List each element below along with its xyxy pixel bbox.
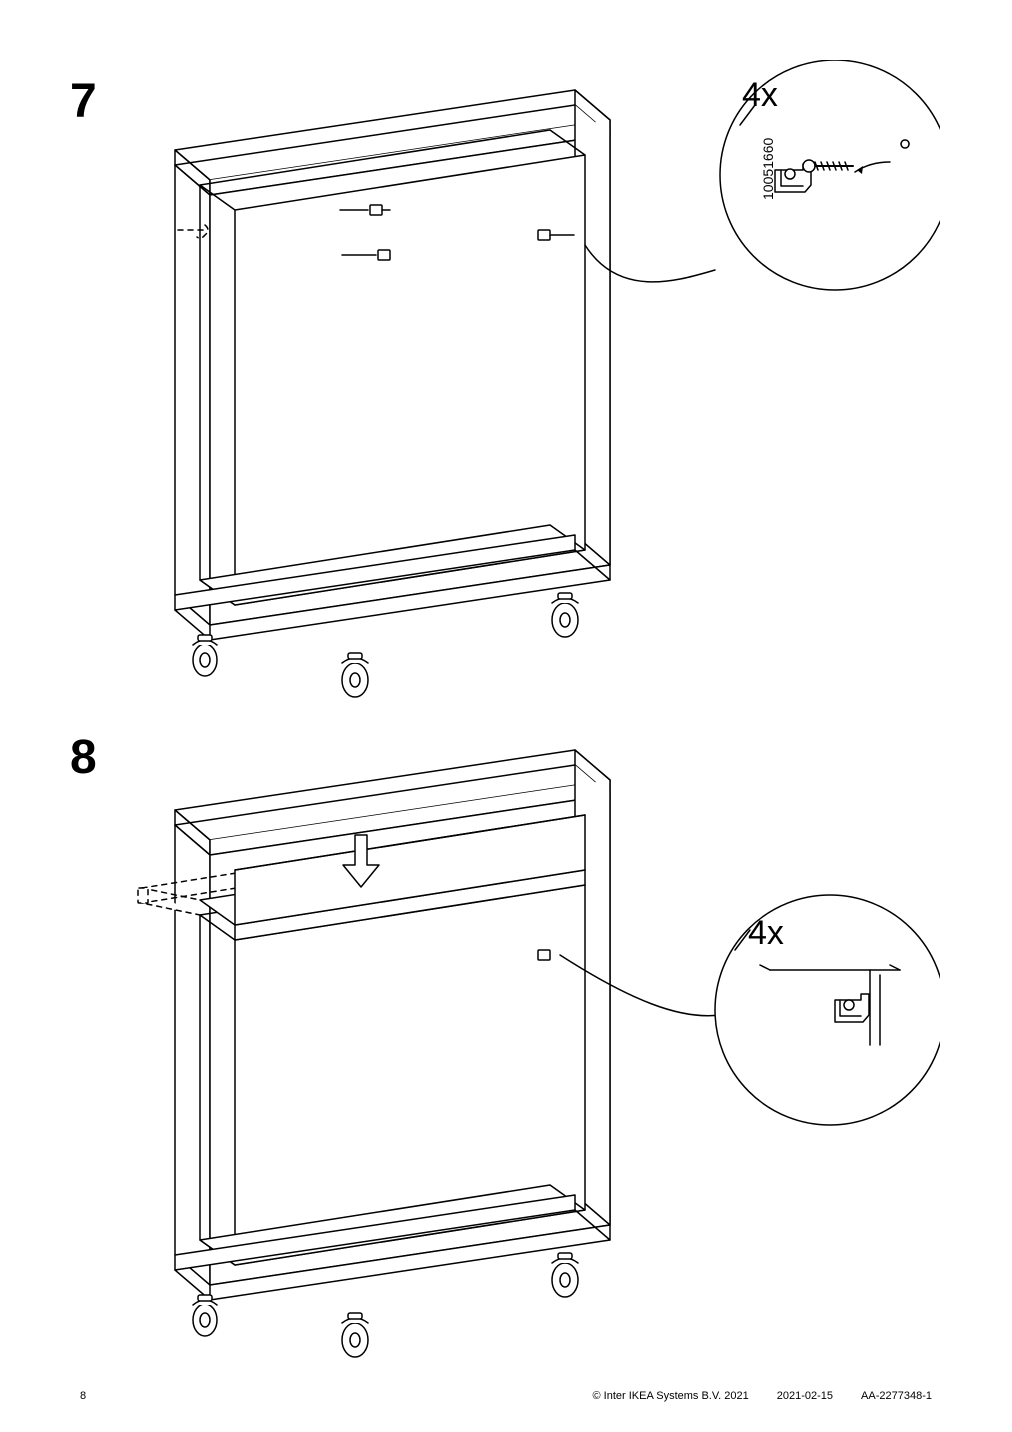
caster-right-icon	[552, 593, 578, 637]
page-number: 8	[80, 1390, 86, 1402]
footer-doc-id: AA-2277348-1	[861, 1390, 932, 1402]
step-7-qty-label: 4x	[742, 76, 778, 115]
step-7-diagram	[120, 60, 940, 700]
caster-front-left-icon	[193, 635, 217, 676]
step-8-qty-label: 4x	[748, 914, 784, 953]
page-footer: 8 © Inter IKEA Systems B.V. 2021 2021-02…	[80, 1390, 932, 1402]
step-7-part-number: 10051660	[760, 138, 776, 200]
step-7-number: 7	[70, 78, 97, 126]
footer-copyright: © Inter IKEA Systems B.V. 2021	[592, 1390, 748, 1402]
assembly-instruction-page: 7	[0, 0, 1012, 1432]
step-8-number: 8	[70, 734, 97, 782]
caster-front-center-icon	[342, 653, 368, 697]
footer-date: 2021-02-15	[777, 1390, 833, 1402]
step-8-diagram	[120, 720, 940, 1360]
